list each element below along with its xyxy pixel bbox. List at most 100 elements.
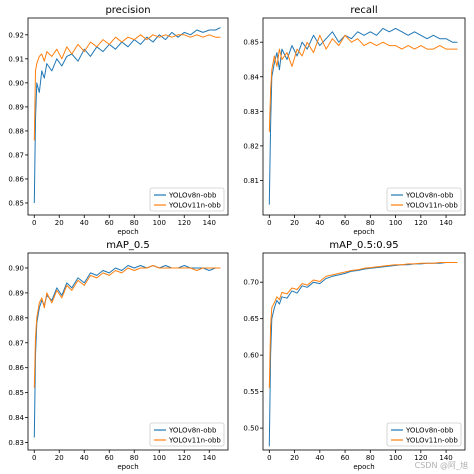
x-tick-label: 60: [341, 219, 350, 227]
y-tick-label: 0.87: [8, 151, 24, 159]
y-tick-label: 0.83: [243, 108, 259, 116]
y-tick-label: 0.81: [243, 177, 259, 185]
series-line-yolov8n-obb: [268, 262, 458, 447]
y-tick-label: 0.90: [8, 264, 24, 272]
x-tick-label: 100: [153, 454, 166, 462]
series-line-yolov11n-obb: [33, 265, 221, 388]
y-tick-label: 0.84: [8, 414, 24, 422]
y-tick-label: 0.88: [8, 314, 24, 322]
x-tick-label: 100: [389, 454, 402, 462]
legend-box: [386, 187, 462, 212]
x-tick-label: 0: [32, 454, 36, 462]
plot-frame: [27, 17, 229, 216]
series-line-yolov11n-obb: [268, 34, 458, 133]
legend-label-yolov11n-obb: YOLOv11n-obb: [405, 202, 458, 210]
y-tick-label: 0.86: [8, 364, 24, 372]
y-tick-label: 0.88: [8, 127, 24, 135]
x-tick-label: 40: [80, 454, 89, 462]
series-line-yolov11n-obb: [33, 34, 221, 141]
x-tick-label: 20: [290, 454, 299, 462]
y-tick-label: 0.50: [243, 425, 259, 433]
y-tick-label: 0.85: [8, 199, 24, 207]
legend-label-yolov8n-obb: YOLOv8n-obb: [168, 427, 217, 435]
y-tick-label: 0.85: [8, 389, 24, 397]
y-tick-label: 0.55: [243, 388, 259, 396]
chart-title: mAP_0.5: [106, 240, 150, 251]
y-tick-label: 0.89: [8, 289, 24, 297]
series-line-yolov8n-obb: [33, 27, 221, 204]
plot-frame: [262, 252, 466, 451]
legend: YOLOv8n-obb YOLOv11n-obb: [149, 422, 225, 447]
series-line-yolov8n-obb: [33, 265, 221, 438]
x-tick-label: 0: [267, 219, 271, 227]
x-axis-label: epoch: [353, 228, 374, 236]
y-tick-label: 0.65: [243, 315, 259, 323]
legend-box: [386, 422, 462, 447]
y-tick-label: 0.85: [243, 39, 259, 47]
legend: YOLOv8n-obb YOLOv11n-obb: [149, 187, 225, 212]
x-tick-label: 20: [290, 219, 299, 227]
x-tick-label: 40: [315, 454, 324, 462]
chart-panel-map-0-5: mAP_0.5 0 20 40 60 80 100 120 140 0.83 0.84 0.85 0.8…: [8, 240, 229, 471]
legend-label-yolov11n-obb: YOLOv11n-obb: [168, 202, 221, 210]
x-tick-label: 40: [80, 219, 89, 227]
y-tick-label: 0.89: [8, 103, 24, 111]
chart-panel-precision: precision 0 20 40 60 80 100 120 140 0.85 0.86 0.87 0…: [8, 5, 229, 236]
x-axis-label: epoch: [117, 228, 138, 236]
x-tick-label: 60: [341, 454, 350, 462]
x-tick-label: 60: [105, 454, 114, 462]
x-tick-label: 0: [267, 454, 271, 462]
y-tick-label: 0.87: [8, 339, 24, 347]
x-tick-label: 120: [414, 454, 427, 462]
plot-frame: [262, 17, 466, 216]
y-tick-label: 0.84: [243, 73, 259, 81]
x-tick-label: 60: [105, 219, 114, 227]
x-tick-label: 100: [153, 219, 166, 227]
chart-panel-recall: recall 0 20 40 60 80 100 120 140 0.81 0.82 0.83 0.84…: [243, 5, 466, 236]
x-tick-label: 20: [55, 454, 64, 462]
y-tick-label: 0.70: [243, 279, 259, 287]
plot-frame: [27, 252, 229, 451]
chart-panel-map-0-5-0-95: mAP_0.5:0.95 0 20 40 60 80 100 120 140 0.50 0.55 0.…: [243, 240, 466, 471]
x-tick-label: 140: [203, 219, 216, 227]
legend-label-yolov8n-obb: YOLOv8n-obb: [405, 192, 454, 200]
x-tick-label: 100: [389, 219, 402, 227]
x-tick-label: 40: [315, 219, 324, 227]
x-tick-label: 80: [366, 454, 375, 462]
legend-label-yolov11n-obb: YOLOv11n-obb: [405, 437, 458, 445]
y-tick-label: 0.60: [243, 352, 259, 360]
chart-title: recall: [350, 5, 377, 16]
watermark: CSDN @阿_旭: [414, 461, 468, 470]
legend-label-yolov11n-obb: YOLOv11n-obb: [168, 437, 221, 445]
x-axis-label: epoch: [117, 463, 138, 471]
x-tick-label: 0: [32, 219, 36, 227]
legend-box: [149, 187, 225, 212]
y-tick-label: 0.92: [8, 31, 24, 39]
x-tick-label: 120: [178, 454, 191, 462]
y-tick-label: 0.82: [243, 142, 259, 150]
x-tick-label: 140: [439, 219, 452, 227]
chart-title: mAP_0.5:0.95: [329, 240, 398, 251]
y-tick-label: 0.86: [8, 175, 24, 183]
x-tick-label: 120: [414, 219, 427, 227]
legend-label-yolov8n-obb: YOLOv8n-obb: [168, 192, 217, 200]
x-tick-label: 20: [55, 219, 64, 227]
series-line-yolov11n-obb: [268, 262, 458, 389]
x-tick-label: 80: [130, 219, 139, 227]
x-tick-label: 120: [178, 219, 191, 227]
legend-label-yolov8n-obb: YOLOv8n-obb: [405, 427, 454, 435]
legend: YOLOv8n-obb YOLOv11n-obb: [386, 422, 462, 447]
x-tick-label: 80: [130, 454, 139, 462]
y-tick-label: 0.83: [8, 439, 24, 447]
y-tick-label: 0.90: [8, 79, 24, 87]
legend: YOLOv8n-obb YOLOv11n-obb: [386, 187, 462, 212]
series-line-yolov8n-obb: [268, 27, 458, 205]
legend-box: [149, 422, 225, 447]
x-tick-label: 140: [203, 454, 216, 462]
y-tick-label: 0.91: [8, 55, 24, 63]
x-tick-label: 80: [366, 219, 375, 227]
x-axis-label: epoch: [353, 463, 374, 471]
chart-title: precision: [105, 5, 150, 16]
x-tick-label: 140: [439, 454, 452, 462]
